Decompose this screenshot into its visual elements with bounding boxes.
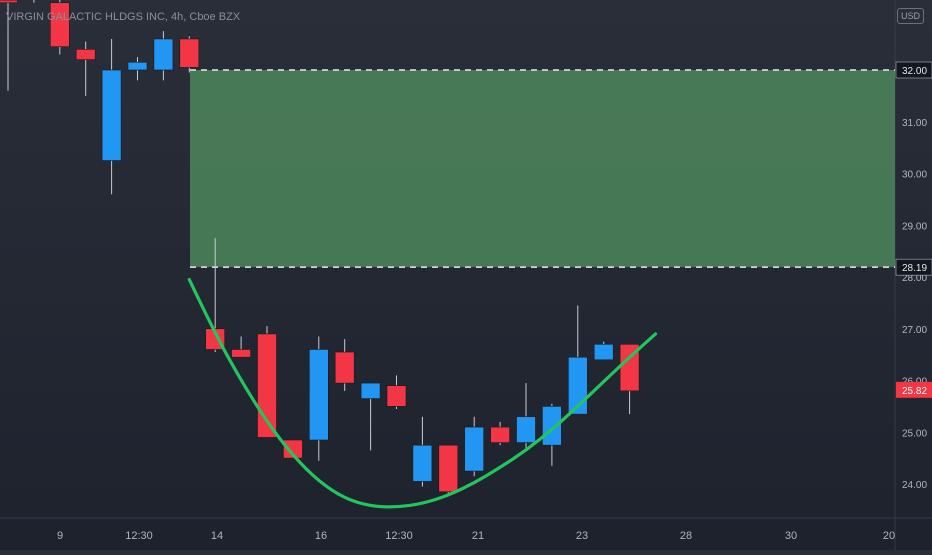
supply-zone-rect xyxy=(190,70,895,268)
candle-body xyxy=(438,444,459,493)
candle-body xyxy=(101,69,122,161)
candle-body xyxy=(179,38,200,68)
level-price-box xyxy=(895,61,932,79)
price-tick-label: 29.00 xyxy=(902,221,927,232)
time-tick-label: 16 xyxy=(315,530,327,542)
price-tick-label: 27.00 xyxy=(902,325,927,336)
price-tick-label: 24.00 xyxy=(902,480,927,491)
candle-body xyxy=(308,349,329,441)
level-price-label: 32.00 xyxy=(902,66,927,77)
time-tick-label: 21 xyxy=(472,530,484,542)
time-tick-label: 12:30 xyxy=(125,530,153,542)
level-price-label: 28.19 xyxy=(902,263,927,274)
time-tick-label: 30 xyxy=(785,530,797,542)
time-tick-label: 14 xyxy=(211,530,223,542)
candle-body xyxy=(334,351,355,384)
candle-body xyxy=(542,406,562,446)
candle-body xyxy=(127,61,148,71)
candle-body xyxy=(231,349,251,358)
candle-body xyxy=(49,2,70,48)
candle-body xyxy=(593,343,614,361)
time-tick-label: 9 xyxy=(57,530,63,542)
candle-body xyxy=(490,426,510,443)
candle-body xyxy=(386,385,407,407)
candle-body xyxy=(153,38,174,71)
candle-body xyxy=(412,444,433,482)
candle-body xyxy=(360,382,381,399)
candle-body xyxy=(283,439,303,459)
price-tick-label: 25.00 xyxy=(902,428,927,439)
level-price-box xyxy=(895,258,932,276)
time-tick-label: 28 xyxy=(680,530,692,542)
candle-body xyxy=(464,426,485,472)
price-tick-label: 28.00 xyxy=(902,273,927,284)
time-tick-label: 12:30 xyxy=(385,530,413,542)
candle-body xyxy=(516,416,536,443)
candle-body xyxy=(0,0,18,4)
candle-body xyxy=(75,48,96,60)
time-tick-label: 23 xyxy=(576,530,588,542)
price-tick-label: 30.00 xyxy=(902,170,927,181)
rounding-bottom-curve xyxy=(187,277,658,509)
last-price-box xyxy=(896,381,932,398)
symbol-title: VIRGIN GALACTIC HLDGS INC, 4h, Cboe BZX xyxy=(6,11,241,23)
currency-badge[interactable]: USD xyxy=(896,8,924,24)
last-price-label: 25.82 xyxy=(902,386,927,397)
time-tick-label: 20 xyxy=(883,530,895,542)
price-tick-label: 31.00 xyxy=(902,118,927,129)
